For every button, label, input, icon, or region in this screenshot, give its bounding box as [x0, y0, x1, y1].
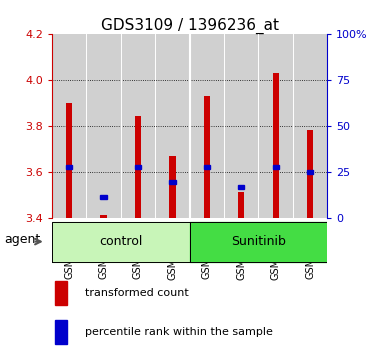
Text: transformed count: transformed count	[85, 288, 188, 298]
Bar	[204, 165, 210, 169]
Bar	[307, 170, 313, 174]
Bar	[86, 34, 121, 218]
Bar	[66, 165, 72, 169]
Text: agent: agent	[4, 233, 40, 246]
Bar	[273, 165, 279, 169]
Bar	[189, 222, 327, 262]
Bar	[204, 96, 210, 218]
Bar	[100, 215, 107, 218]
Title: GDS3109 / 1396236_at: GDS3109 / 1396236_at	[100, 17, 279, 34]
Text: Sunitinib: Sunitinib	[231, 235, 286, 248]
Bar	[155, 34, 190, 218]
Bar	[293, 34, 327, 218]
Bar	[307, 130, 313, 218]
Bar	[100, 195, 107, 199]
Bar	[238, 184, 244, 189]
Bar	[169, 155, 176, 218]
Bar	[135, 165, 141, 169]
Bar	[52, 222, 189, 262]
Bar	[52, 34, 86, 218]
Bar	[55, 281, 67, 305]
Bar	[189, 34, 224, 218]
Bar	[273, 73, 279, 218]
Text: percentile rank within the sample: percentile rank within the sample	[85, 327, 273, 337]
Bar	[258, 34, 293, 218]
Bar	[55, 320, 67, 344]
Bar	[135, 116, 141, 218]
Text: control: control	[99, 235, 142, 248]
Bar	[238, 192, 244, 218]
Bar	[121, 34, 155, 218]
Bar	[224, 34, 258, 218]
Bar	[66, 103, 72, 218]
Bar	[169, 180, 176, 184]
